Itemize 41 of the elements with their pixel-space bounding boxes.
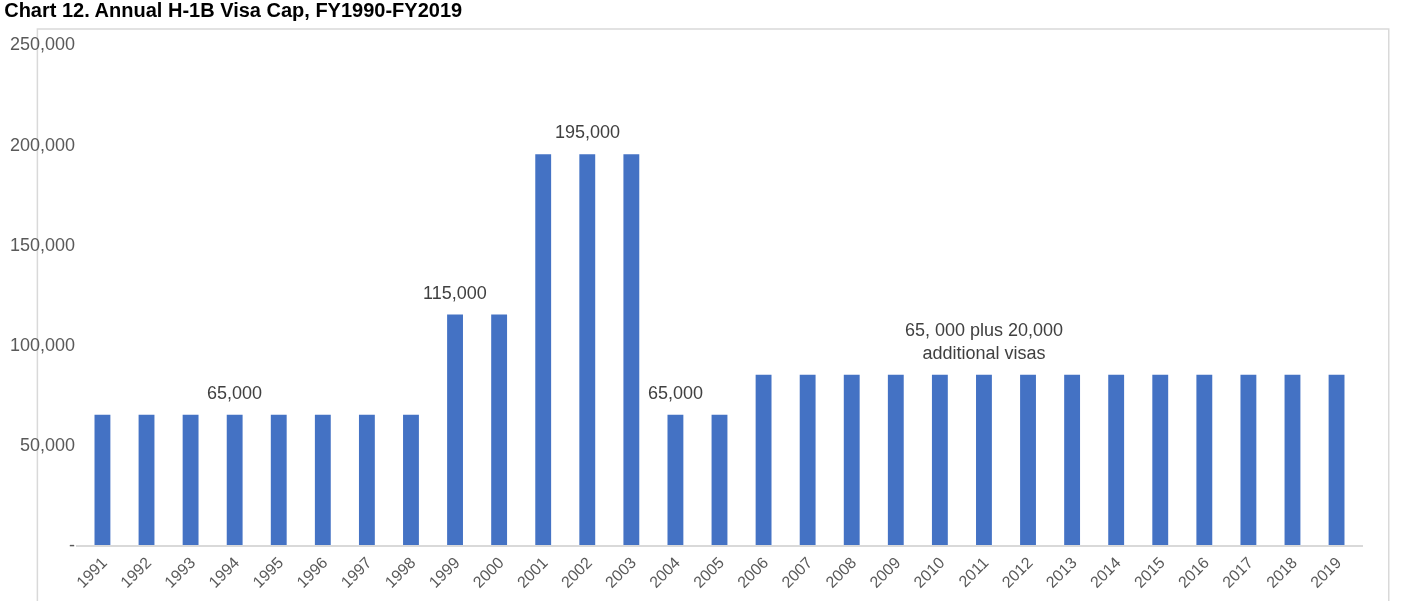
y-tick-label: 200,000 [9,134,75,155]
bar [535,154,552,545]
bar [1020,374,1036,545]
bar [226,414,243,545]
bar [1284,374,1301,545]
bar [491,314,508,545]
bar [931,374,948,545]
bar [138,414,155,545]
y-tick-label: 250,000 [9,34,75,55]
bar [887,374,904,545]
annotation: 65, 000 plus 20,000 additional visas [905,320,1064,364]
bar [579,154,596,545]
bar [1240,374,1257,545]
annotation: 65,000 [207,383,263,403]
bar [623,154,640,545]
bar [1152,374,1169,545]
bar [843,374,860,545]
bar [94,414,111,545]
bar [403,414,419,545]
bar [1108,374,1125,545]
bar [799,374,816,545]
bar [358,414,375,545]
bar [755,374,772,545]
bar [1196,374,1213,545]
chart-title: Chart 12. Annual H-1B Visa Cap, FY1990-FY2019 [4,0,463,21]
y-tick-label: 100,000 [9,334,75,355]
annotation: 65,000 [648,383,704,403]
bar [1064,374,1081,545]
bar [667,414,684,545]
y-tick-label: 50,000 [19,435,75,456]
bar [976,374,992,545]
bar [182,414,199,545]
bar [270,414,287,545]
bar [1328,374,1345,545]
annotation: 195,000 [555,122,621,142]
y-tick-label: 150,000 [9,234,75,255]
bar [447,314,463,545]
bar [711,414,728,545]
y-tick-label: - [69,535,75,556]
bar [314,414,331,545]
annotation: 115,000 [423,283,487,303]
